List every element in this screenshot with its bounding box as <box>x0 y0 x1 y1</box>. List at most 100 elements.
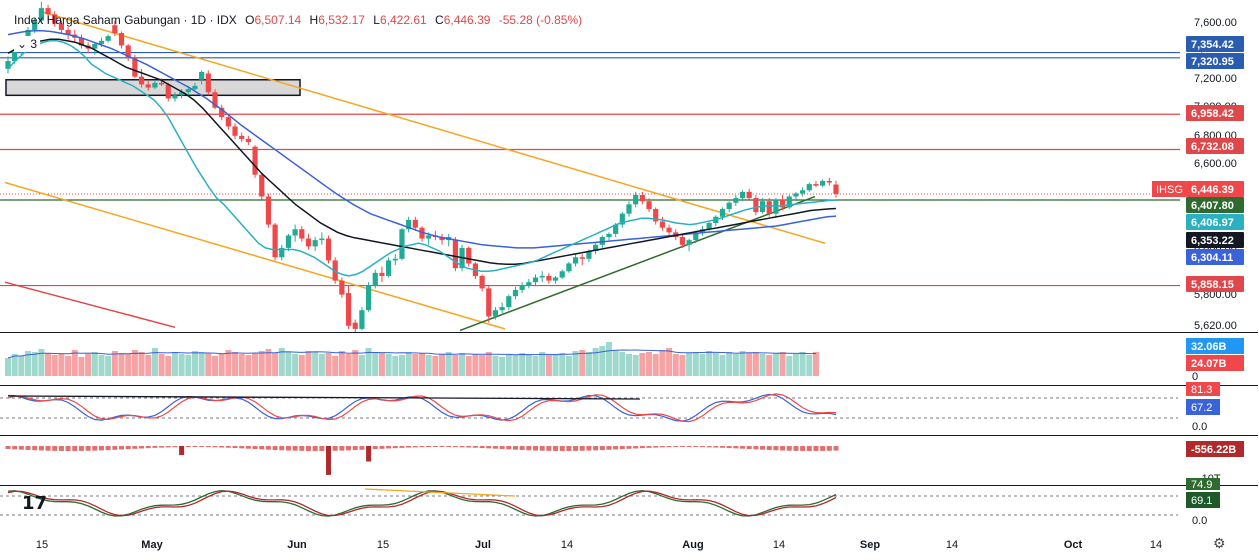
candle <box>446 233 452 247</box>
price-label-box <box>1186 105 1244 121</box>
indicator-toggle[interactable]: ⌄ 3 <box>14 36 41 52</box>
candle <box>499 302 505 314</box>
volume-bar <box>712 353 719 376</box>
candle-body <box>693 232 699 241</box>
volume-bar <box>238 354 245 376</box>
volume-bar <box>692 352 699 376</box>
macd-bar <box>659 446 665 448</box>
volume-bar <box>726 352 733 376</box>
time-axis-label: 15 <box>36 539 48 551</box>
candle-body <box>372 272 378 286</box>
volume-bar <box>559 353 566 376</box>
candle <box>312 237 318 252</box>
macd-bar <box>599 446 605 451</box>
volume-bar <box>612 350 619 376</box>
candle-body <box>219 107 225 118</box>
price-label-text: 6,958.42 <box>1191 108 1234 120</box>
close-value: 6,446.39 <box>443 13 491 27</box>
candle-body <box>399 229 405 259</box>
volume-bar <box>118 353 125 376</box>
volume-bar <box>31 352 38 376</box>
macd-bar <box>285 446 291 451</box>
volume-ma-line <box>7 349 817 359</box>
candle <box>532 274 539 286</box>
volume-bar <box>98 355 105 376</box>
volume-bar <box>485 352 492 376</box>
resistance-zone-box <box>5 78 301 97</box>
volume-bar <box>38 349 45 376</box>
candle-body <box>572 257 579 264</box>
macd-bar <box>172 446 178 448</box>
macd-bar <box>85 446 91 451</box>
macd-bar <box>212 446 218 448</box>
volume-bar <box>652 354 659 376</box>
price-label-text: 6,353.22 <box>1191 235 1234 247</box>
macd-bar <box>593 446 599 451</box>
candle-body <box>118 33 125 46</box>
macd-bar <box>733 446 739 449</box>
stoch-label-box <box>1186 382 1220 396</box>
volume-bar <box>766 355 773 376</box>
macd-bar <box>419 446 425 448</box>
candle-body <box>45 8 51 15</box>
open-value: 6,507.14 <box>254 13 302 27</box>
price-label-box <box>1186 181 1244 197</box>
candle-body <box>746 191 752 199</box>
candle <box>285 233 292 252</box>
macd-bar <box>793 446 799 451</box>
macd-bar <box>626 446 632 449</box>
macd-bar <box>653 446 659 448</box>
candle <box>52 11 58 27</box>
candle <box>372 269 378 289</box>
candle-body <box>639 194 645 202</box>
candle <box>105 34 111 43</box>
volume-bar <box>18 356 25 376</box>
candle-body <box>766 201 772 214</box>
macd-bar <box>452 446 458 448</box>
volume-bar <box>626 354 632 376</box>
volume-bar <box>272 353 279 376</box>
candle-body <box>419 227 425 239</box>
candle <box>739 190 746 202</box>
candle <box>259 173 265 200</box>
macd-bar <box>245 446 251 449</box>
macd-bar <box>800 446 806 451</box>
macd-bar <box>185 446 191 448</box>
volume-bar <box>258 351 265 376</box>
price-tick-label: 5,620.00 <box>1194 320 1237 332</box>
stoch-label-box <box>1186 399 1220 415</box>
candle-body <box>65 29 71 35</box>
macd-bar <box>292 446 298 451</box>
gear-icon[interactable]: ⚙ <box>1213 535 1226 551</box>
candle <box>619 212 625 228</box>
candle <box>219 104 225 121</box>
symbol-label-text: IHSG <box>1156 184 1183 196</box>
macd-bar <box>479 446 485 449</box>
candle-body <box>325 238 332 261</box>
macd-bar <box>613 446 619 450</box>
candle <box>172 92 178 102</box>
candle <box>626 201 632 217</box>
candle-body <box>386 260 392 276</box>
candle-body <box>779 199 786 208</box>
candle-body <box>719 208 726 217</box>
osc-slow-line <box>7 490 837 517</box>
volume-bar <box>91 352 98 376</box>
price-label-text: 6,732.08 <box>1191 141 1234 153</box>
candle <box>158 78 165 86</box>
volume-bar <box>452 355 459 376</box>
macd-bar <box>726 446 732 449</box>
macd-bar <box>72 446 78 451</box>
candle-body <box>12 51 18 62</box>
macd-bar <box>633 446 639 449</box>
volume-bar <box>532 356 539 376</box>
candle-body <box>92 43 98 49</box>
volume-bar <box>539 352 546 376</box>
candle <box>492 307 499 320</box>
price-label-box <box>1186 197 1244 213</box>
candle <box>572 254 579 267</box>
macd-bar <box>466 446 472 448</box>
volume-bar <box>78 357 85 376</box>
macd-bar <box>432 446 438 448</box>
